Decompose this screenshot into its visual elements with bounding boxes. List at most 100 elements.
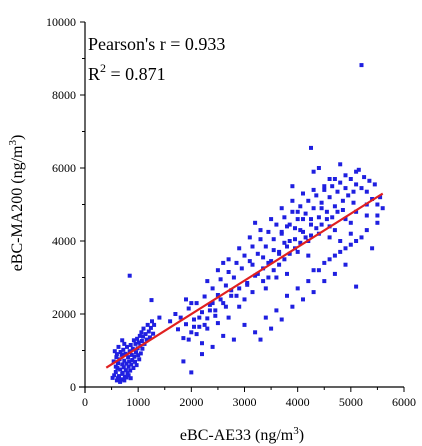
x-tick-label: 1000 xyxy=(126,395,150,409)
data-point xyxy=(186,337,191,342)
data-point xyxy=(330,215,335,220)
data-point xyxy=(123,351,128,356)
data-point xyxy=(234,260,239,265)
data-point xyxy=(298,240,303,245)
data-point xyxy=(319,222,324,227)
data-point xyxy=(120,362,125,367)
data-point xyxy=(205,326,210,331)
data-point xyxy=(143,332,148,337)
data-point xyxy=(111,359,116,364)
data-point xyxy=(245,282,250,287)
data-point xyxy=(139,330,144,335)
data-point xyxy=(117,374,121,379)
data-point xyxy=(237,304,242,309)
data-point xyxy=(271,268,276,273)
data-point xyxy=(119,352,124,357)
data-point xyxy=(298,204,303,209)
data-point xyxy=(250,262,255,267)
data-point xyxy=(311,169,316,174)
data-point xyxy=(295,217,300,222)
data-point xyxy=(137,357,142,362)
data-point xyxy=(124,361,129,366)
data-point xyxy=(309,222,313,227)
fit-line-layer xyxy=(105,192,384,369)
data-point xyxy=(110,375,115,380)
y-tick-label: 2000 xyxy=(52,307,76,321)
data-point xyxy=(247,259,252,264)
data-point xyxy=(322,187,327,192)
data-point xyxy=(338,239,343,243)
data-point xyxy=(221,260,226,265)
data-point xyxy=(263,244,268,249)
data-point xyxy=(327,195,332,200)
data-point xyxy=(116,344,121,349)
data-point xyxy=(364,228,369,233)
data-point xyxy=(123,368,128,373)
data-points xyxy=(110,63,385,384)
data-point xyxy=(250,244,255,249)
data-point xyxy=(332,253,337,258)
data-point xyxy=(221,333,226,338)
data-point xyxy=(375,213,380,218)
x-tick-label: 6000 xyxy=(392,395,416,409)
x-axis-label-sup: 3 xyxy=(293,425,299,437)
data-point xyxy=(348,177,353,181)
data-point xyxy=(295,249,300,254)
data-point xyxy=(332,204,337,209)
data-point xyxy=(134,350,138,355)
data-point xyxy=(327,257,332,262)
data-point xyxy=(130,346,135,351)
data-point xyxy=(242,322,247,327)
data-point xyxy=(306,279,311,284)
data-point xyxy=(205,279,210,284)
data-point xyxy=(293,237,297,242)
data-point xyxy=(351,200,356,205)
data-point xyxy=(189,301,194,306)
data-point xyxy=(192,317,196,322)
data-point xyxy=(215,321,220,326)
data-point xyxy=(335,209,340,214)
data-point xyxy=(210,286,215,291)
data-point xyxy=(279,206,284,211)
data-point xyxy=(144,337,149,342)
data-point xyxy=(316,215,321,220)
data-point xyxy=(301,217,305,222)
data-point xyxy=(327,177,332,181)
data-point xyxy=(148,325,153,330)
data-point xyxy=(348,231,353,236)
data-point xyxy=(359,186,364,191)
data-point xyxy=(126,373,131,378)
data-point xyxy=(306,198,311,203)
data-point xyxy=(322,184,327,189)
data-point xyxy=(205,316,210,321)
data-point xyxy=(322,279,327,284)
data-point xyxy=(229,288,234,293)
data-point xyxy=(136,353,141,358)
data-point xyxy=(116,361,120,366)
data-point xyxy=(210,301,215,306)
data-point xyxy=(287,251,292,256)
data-point xyxy=(354,182,359,187)
x-tick-label: 4000 xyxy=(286,395,310,409)
data-point xyxy=(218,297,223,302)
data-point xyxy=(181,359,186,364)
data-point xyxy=(194,332,199,337)
data-point xyxy=(282,240,287,245)
data-point xyxy=(261,255,266,260)
y-axis-label-end: ) xyxy=(9,135,26,140)
data-point xyxy=(266,229,271,234)
data-point xyxy=(290,184,295,189)
data-point xyxy=(226,270,231,274)
data-point xyxy=(322,260,327,265)
data-point xyxy=(338,180,343,185)
data-point xyxy=(120,338,125,343)
data-point xyxy=(346,193,351,198)
data-point xyxy=(258,228,263,233)
data-point xyxy=(274,308,279,313)
data-point xyxy=(137,333,142,338)
data-point xyxy=(258,337,263,342)
data-point xyxy=(261,279,266,284)
data-point xyxy=(129,362,134,367)
x-axis-label-text: eBC-AE33 (ng/m xyxy=(180,427,294,444)
y-tick-label: 0 xyxy=(70,380,76,394)
